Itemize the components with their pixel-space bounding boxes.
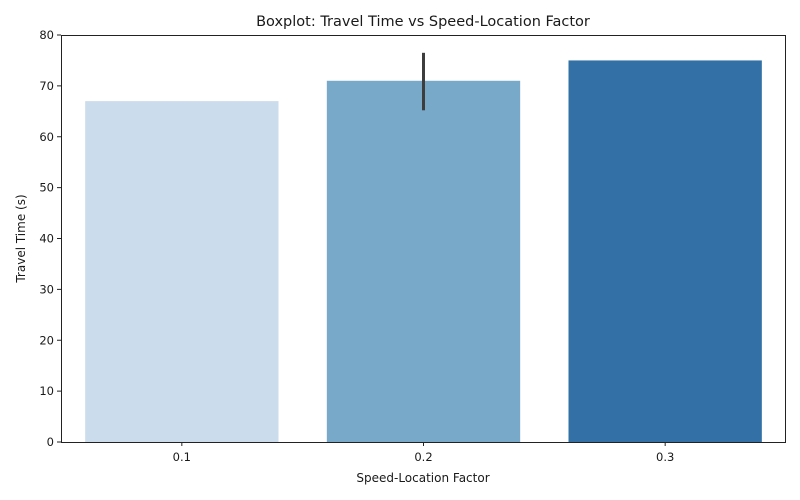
bar-0.3 [568,60,762,442]
y-axis: 0 10 20 30 40 50 60 70 80 [39,28,61,449]
x-tick-label: 0.1 [173,450,191,464]
y-tick-label: 30 [39,282,54,296]
x-axis: 0.1 0.2 0.3 [173,442,674,464]
y-tick-label: 50 [39,181,54,195]
y-tick-label: 0 [47,435,54,449]
bars-group [85,60,762,442]
chart-title: Boxplot: Travel Time vs Speed-Location F… [256,14,590,30]
x-axis-label: Speed-Location Factor [356,471,489,485]
y-tick-label: 80 [39,28,54,42]
y-tick-label: 60 [39,130,54,144]
bar-0.2 [326,80,521,442]
y-tick-label: 40 [39,232,54,246]
y-tick-label: 70 [39,79,54,93]
x-tick-label: 0.3 [656,450,674,464]
y-tick-label: 20 [39,333,54,347]
y-axis-label: Travel Time (s) [14,194,28,283]
bar-0.1 [85,101,279,442]
y-tick-label: 10 [39,384,54,398]
x-tick-label: 0.2 [414,450,432,464]
